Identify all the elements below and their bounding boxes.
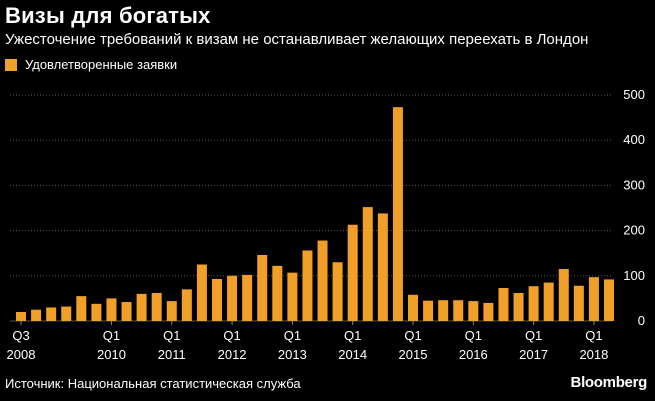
bar [468,301,479,321]
bar [31,309,42,321]
bar-chart: 0 100 200 300 400 500 Q3 2008 Q1 2010 Q1 2011 Q1 2012… [7,87,645,362]
x-tick-quarter: Q1 [404,328,421,343]
bar [302,250,313,321]
x-tick-year: 2008 [7,347,36,362]
bar [573,285,584,321]
bar [106,298,117,321]
bar [181,289,192,321]
bar [408,294,418,321]
legend: Удовлетворенные заявки [5,57,177,72]
bar [16,311,26,321]
bar [332,262,343,321]
bar [287,272,298,321]
bar [136,293,147,321]
x-tick-year: 2010 [97,347,126,362]
bar [498,288,509,321]
bar [46,307,57,321]
bar [362,207,373,321]
bar [61,306,72,321]
bar [347,224,358,321]
bar [423,300,434,321]
legend-label: Удовлетворенные заявки [25,57,178,72]
bloomberg-logo: Bloomberg [570,374,648,391]
x-tick-year: 2014 [338,347,367,362]
x-tick-year: 2016 [459,347,488,362]
x-tick-year: 2018 [579,347,608,362]
bar [453,300,464,321]
x-tick-year: 2013 [278,347,307,362]
x-tick-quarter: Q3 [12,328,29,343]
x-tick-quarter: Q1 [344,328,361,343]
bar [513,292,524,321]
y-tick-label: 400 [623,132,645,147]
y-tick-label: 500 [623,87,645,102]
x-tick-quarter: Q1 [465,328,482,343]
bar [91,303,102,321]
source-note: Источник: Национальная статистическая сл… [5,376,301,391]
bar [317,240,328,321]
x-tick-quarter: Q1 [163,328,180,343]
x-tick-quarter: Q1 [103,328,120,343]
bar [438,300,449,321]
x-tick-quarter: Q1 [525,328,542,343]
bar [242,274,253,321]
bar [528,286,539,321]
legend-swatch [5,58,17,71]
bar [392,107,403,321]
y-tick-label: 0 [638,313,645,328]
bar [227,275,238,321]
x-tick-year: 2011 [158,347,186,362]
x-tick-year: 2015 [399,347,428,362]
bar [76,296,87,321]
bar [166,301,177,321]
chart-subtitle: Ужесточение требований к визам не остана… [5,31,589,48]
x-tick-year: 2012 [218,347,247,362]
bar [257,255,268,321]
bar [272,265,283,321]
bar [121,302,132,321]
y-tick-label: 200 [623,223,645,238]
bar [558,269,569,321]
bar [212,278,222,321]
x-tick-quarter: Q1 [223,328,240,343]
bar [588,277,599,321]
bar [196,264,207,321]
bar [483,302,494,321]
x-tick-quarter: Q1 [284,328,301,343]
bar [543,282,554,321]
x-tick-year: 2017 [519,347,548,362]
y-tick-label: 100 [623,268,645,283]
y-tick-label: 300 [623,177,645,192]
bar [151,292,162,321]
x-tick-quarter: Q1 [585,328,602,343]
chart-title: Визы для богатых [5,3,211,28]
bar [377,213,388,321]
bar [604,279,614,321]
